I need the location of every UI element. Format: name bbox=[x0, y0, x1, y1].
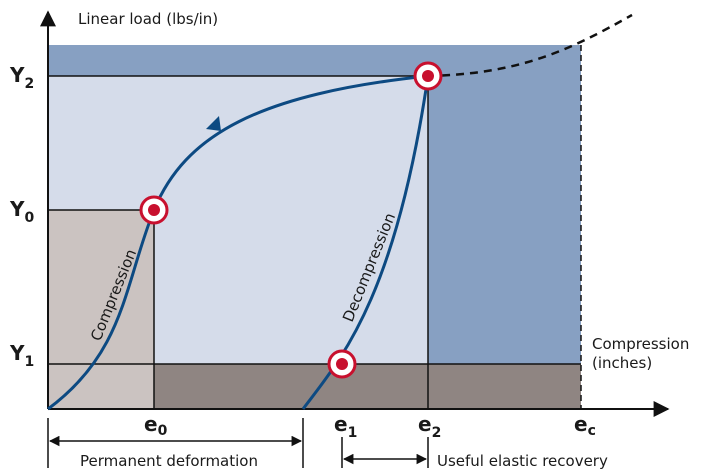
marker-y1-point bbox=[327, 349, 357, 379]
x-axis-title-line1: Compression bbox=[592, 335, 689, 353]
permanent-deformation-label: Permanent deformation bbox=[80, 452, 258, 470]
x-tick-e2: e2 bbox=[418, 412, 441, 441]
elastic-recovery-label: Useful elastic recovery bbox=[437, 452, 608, 470]
marker-y0-point bbox=[139, 195, 169, 225]
permanent-deformation-dimension bbox=[47, 418, 304, 468]
elastic-recovery-dimension bbox=[341, 437, 429, 468]
x-axis-title-line2: (inches) bbox=[592, 354, 652, 372]
y-tick-y1: Y1 bbox=[9, 341, 34, 370]
bottom-band-region bbox=[154, 364, 581, 409]
x-tick-e1: e1 bbox=[334, 412, 357, 441]
decompression-curve bbox=[301, 75, 430, 410]
x-tick-ec: ec bbox=[574, 412, 596, 439]
elastic-energy-region bbox=[428, 45, 581, 409]
marker-y2-point bbox=[413, 61, 443, 91]
y-tick-y0: Y0 bbox=[9, 197, 34, 226]
direction-arrow bbox=[206, 116, 221, 131]
reference-lines bbox=[48, 45, 582, 409]
x-tick-e0: e0 bbox=[144, 412, 168, 439]
permanent-region bbox=[48, 210, 154, 409]
y-tick-y2: Y2 bbox=[9, 63, 34, 92]
extrapolated-curve bbox=[427, 13, 633, 78]
y-axis-title: Linear load (lbs/in) bbox=[78, 10, 218, 28]
